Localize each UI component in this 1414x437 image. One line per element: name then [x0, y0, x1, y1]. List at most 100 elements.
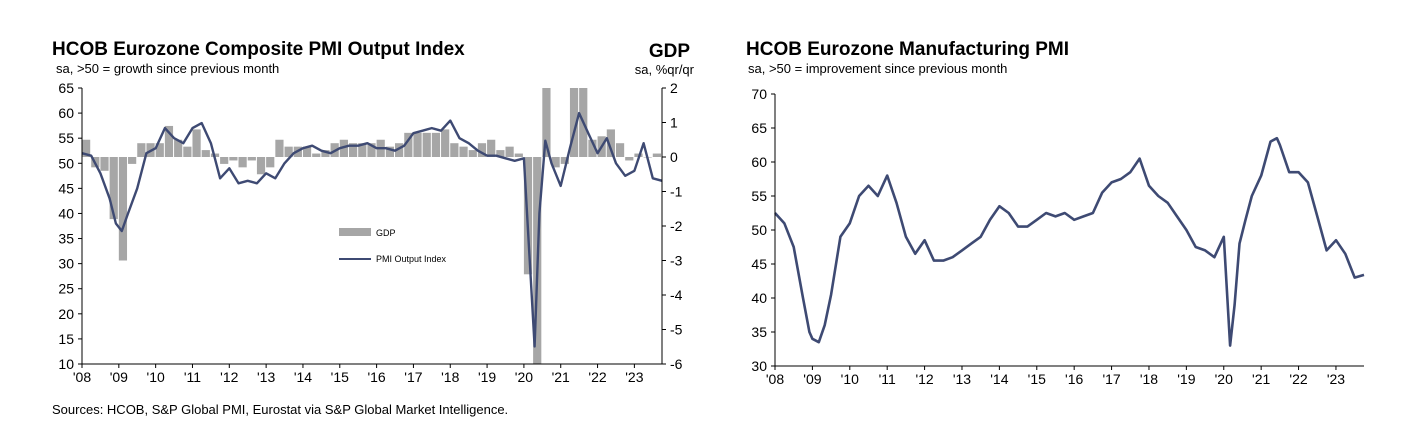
chart-subtitle: sa, >50 = improvement since previous mon…	[748, 61, 1008, 76]
x-tick-label: '15	[331, 369, 349, 385]
gdp-bar	[82, 139, 91, 157]
y-tick-label: 35	[58, 231, 74, 247]
x-tick-label: '08	[73, 369, 91, 385]
gdp-bar	[192, 129, 201, 157]
y-tick-label: 50	[751, 222, 767, 238]
gdp-bar	[487, 139, 496, 157]
x-tick-label: '11	[879, 371, 896, 387]
legend-label-pmi: PMI Output Index	[376, 254, 447, 264]
gdp-bar	[275, 139, 284, 157]
gdp-bar	[284, 146, 293, 157]
gdp-bar	[625, 157, 634, 161]
gdp-bar	[302, 146, 312, 157]
y-tick-label: 30	[58, 256, 74, 272]
gdp-tick-label: -2	[670, 218, 683, 234]
x-tick-label: '21	[1252, 371, 1270, 387]
gdp-tick-label: -4	[670, 287, 683, 303]
y-tick-label: 55	[58, 130, 74, 146]
x-tick-label: '18	[1140, 371, 1158, 387]
x-tick-label: '16	[367, 369, 385, 385]
gdp-tick-label: 2	[670, 80, 678, 96]
gdp-bar	[385, 146, 395, 157]
x-tick-label: '13	[953, 371, 971, 387]
gdp-bar	[542, 88, 551, 157]
y-tick-label: 15	[58, 331, 74, 347]
x-tick-label: '12	[220, 369, 238, 385]
x-tick-label: '16	[1065, 371, 1083, 387]
x-tick-label: '08	[766, 371, 784, 387]
y-tick-label: 45	[58, 180, 74, 196]
composite-pmi-chart: HCOB Eurozone Composite PMI Output Index…	[0, 0, 700, 437]
gdp-bar	[266, 157, 275, 168]
y-tick-label: 35	[751, 324, 767, 340]
y-tick-label: 65	[751, 120, 767, 136]
gdp-tick-label: 0	[670, 149, 678, 165]
manufacturing-pmi-chart: HCOB Eurozone Manufacturing PMI sa, >50 …	[700, 0, 1414, 437]
gdp-bar	[201, 150, 210, 157]
manufacturing-pmi-line	[774, 136, 1365, 347]
gdp-bar	[367, 143, 376, 157]
source-note: Sources: HCOB, S&P Global PMI, Eurostat …	[52, 402, 509, 417]
y-tick-label: 40	[751, 290, 767, 306]
x-tick-label: '10	[841, 371, 859, 387]
legend-label-gdp: GDP	[376, 228, 396, 238]
x-tick-label: '19	[1177, 371, 1195, 387]
gdp-bar	[155, 143, 164, 157]
gdp-bar	[220, 157, 229, 164]
y-tick-label: 45	[751, 256, 767, 272]
y-tick-label: 50	[58, 155, 74, 171]
x-tick-label: '23	[625, 369, 643, 385]
x-tick-label: '20	[1215, 371, 1233, 387]
gdp-bar	[450, 143, 459, 157]
gdp-bar	[339, 139, 348, 157]
y-tick-label: 65	[58, 80, 74, 96]
gdp-tick-label: -6	[670, 356, 683, 372]
gdp-bar	[441, 129, 450, 157]
gdp-bar	[413, 132, 422, 157]
gdp-bar	[100, 157, 109, 171]
y-tick-label: 20	[58, 306, 74, 322]
y-tick-label: 25	[58, 281, 74, 297]
x-tick-label: '15	[1028, 371, 1046, 387]
gdp-bar	[348, 143, 358, 157]
y-tick-label: 60	[751, 154, 767, 170]
gdp-tick-label: -3	[670, 253, 683, 269]
gdp-bar	[395, 143, 404, 157]
gdp-tick-label: -1	[670, 184, 683, 200]
gdp-bar	[477, 143, 487, 157]
x-tick-label: '17	[404, 369, 422, 385]
x-tick-label: '23	[1327, 371, 1345, 387]
x-tick-label: '14	[294, 369, 312, 385]
x-tick-label: '18	[441, 369, 459, 385]
gdp-bar	[238, 157, 247, 168]
gdp-tick-label: -5	[670, 322, 683, 338]
gdp-bar	[615, 143, 625, 157]
y-tick-label: 40	[58, 205, 74, 221]
legend-swatch-gdp	[339, 228, 371, 236]
y-tick-label: 30	[751, 358, 767, 374]
gdp-bar	[358, 143, 367, 157]
gdp-bar	[229, 157, 238, 161]
gdp-bar	[560, 157, 569, 164]
x-tick-label: '12	[915, 371, 933, 387]
gdp-bar	[569, 88, 579, 157]
gdp-bar	[128, 157, 137, 164]
gdp-bar	[137, 143, 146, 157]
gdp-bar	[431, 132, 441, 157]
gdp-bar	[404, 132, 413, 157]
gdp-axis-title: GDP	[648, 41, 690, 62]
gdp-bar	[183, 146, 192, 157]
gdp-bar	[588, 139, 597, 157]
gdp-bar	[321, 150, 330, 157]
y-tick-label: 55	[751, 188, 767, 204]
chart-subtitle: sa, >50 = growth since previous month	[56, 61, 280, 76]
gdp-bar	[247, 157, 256, 161]
x-tick-label: '10	[147, 369, 165, 385]
gdp-bar	[606, 129, 615, 157]
gdp-tick-label: 1	[670, 115, 678, 131]
x-tick-label: '09	[110, 369, 128, 385]
gdp-bar	[514, 153, 523, 157]
pmi-output-line	[82, 111, 662, 348]
gdp-axis-subtitle: sa, %qr/qr	[634, 62, 694, 77]
gdp-bar	[496, 150, 505, 157]
